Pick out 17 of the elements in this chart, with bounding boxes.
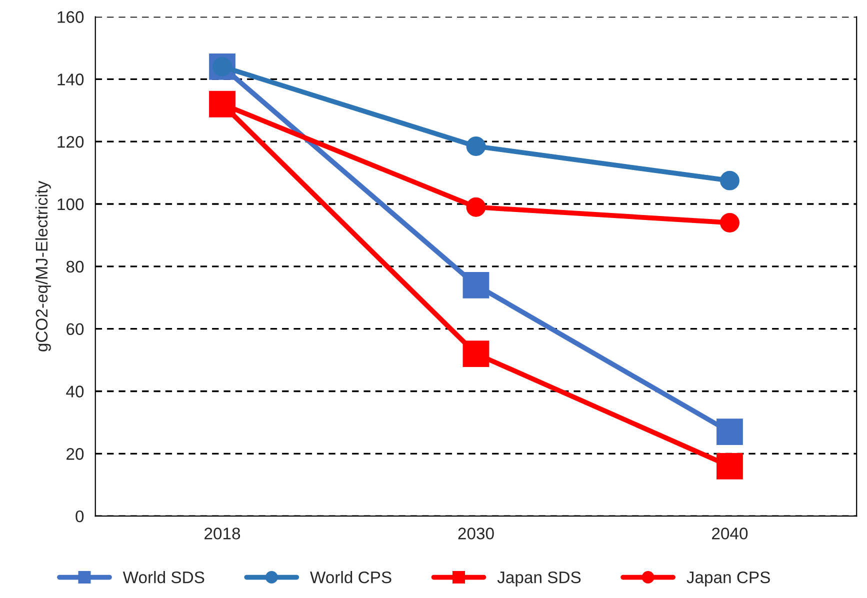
y-tick-label: 100 [58, 198, 84, 210]
x-tick-label: 2030 [458, 528, 494, 540]
y-tick-label: 160 [58, 11, 84, 23]
y-tick-label: 140 [58, 74, 84, 86]
legend-label: World SDS [122, 571, 204, 584]
x-tick-label: 2040 [712, 528, 748, 540]
legend-label: Japan CPS [686, 571, 770, 587]
x-tick-label: 2018 [204, 528, 240, 540]
y-tick-label: 80 [66, 260, 84, 273]
legend-label: World CPS [310, 571, 392, 584]
y-tick-label: 40 [66, 386, 84, 398]
legend-label: Japan SDS [497, 571, 581, 587]
y-tick-label: 60 [66, 323, 84, 336]
y-tick-label: 0 [76, 510, 84, 522]
y-tick-label: 120 [58, 136, 84, 148]
y-tick-label: 20 [66, 448, 84, 460]
y-axis-title: gCO2-eq/MJ-Electricity [35, 180, 51, 352]
